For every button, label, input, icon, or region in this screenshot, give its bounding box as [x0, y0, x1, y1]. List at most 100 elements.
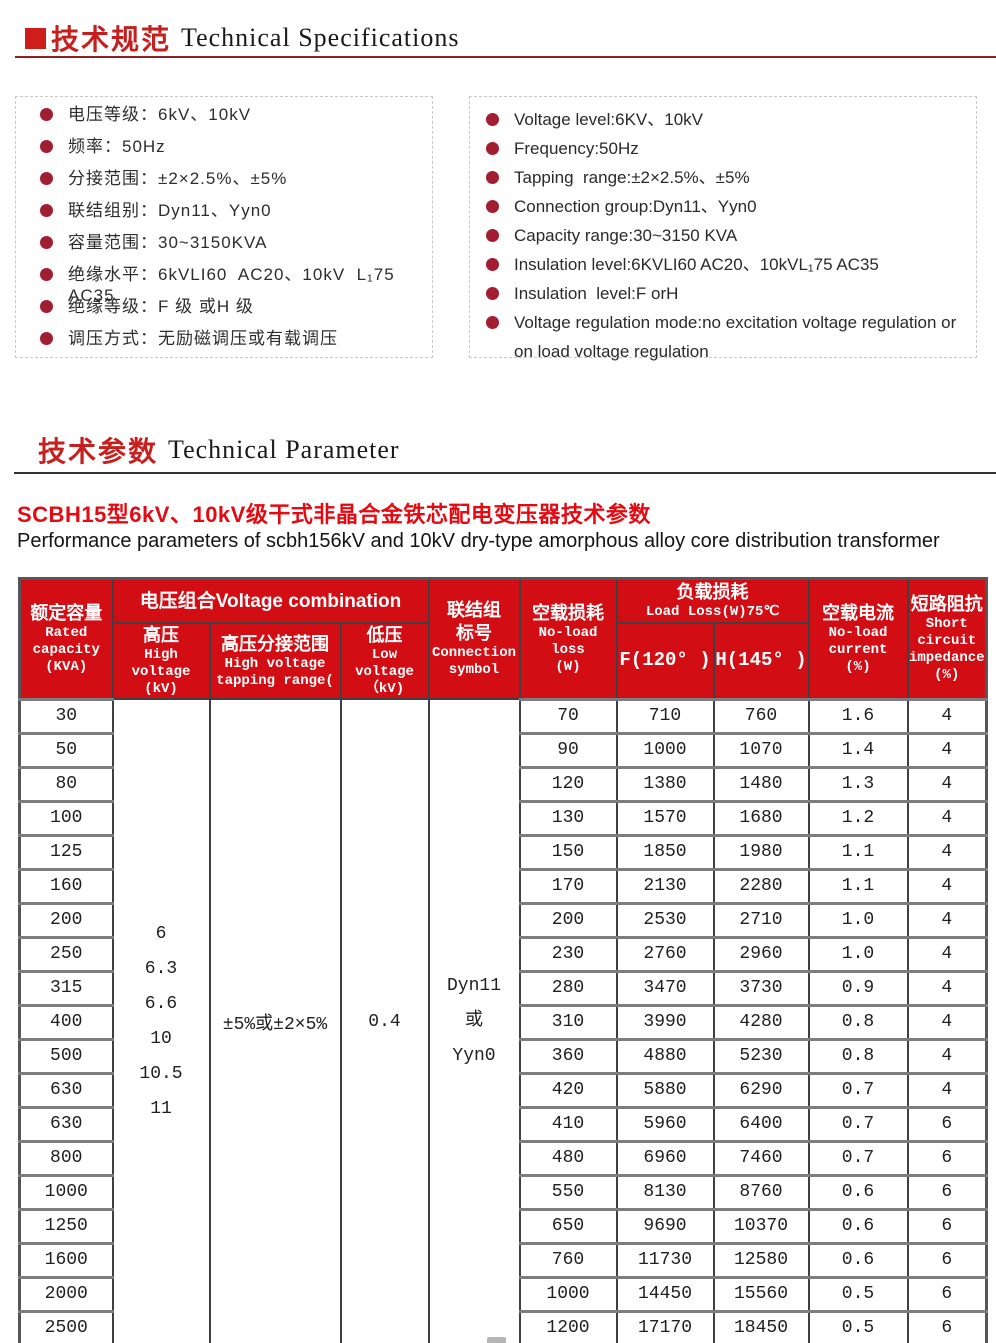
cell-rated-capacity: 125: [18, 833, 114, 871]
header-line: Low voltage: [355, 647, 414, 680]
bullet-text: 频率：50Hz: [68, 137, 166, 156]
cell-rated-capacity: 250: [18, 935, 114, 973]
bullet-dot-icon: [40, 268, 53, 281]
bullet-text: Voltage regulation mode:no excitation vo…: [514, 313, 962, 361]
cell-short-circuit-impedance: 4: [906, 765, 988, 803]
table-subtitle-zh: SCBH15型6kV、10kV级干式非晶合金铁芯配电变压器技术参数: [17, 502, 651, 527]
cell-short-circuit-impedance: 4: [906, 969, 988, 1007]
bullet-dot-icon: [486, 287, 499, 300]
cell-no-load-current: 0.5: [807, 1275, 909, 1313]
cell-short-circuit-impedance: 4: [906, 833, 988, 871]
cell-no-load-current: 0.6: [807, 1173, 909, 1211]
cell-rated-capacity: 315: [18, 969, 114, 1007]
connection-symbol-value: Dyn11: [446, 976, 501, 997]
high-voltage-value: 11: [150, 1098, 172, 1119]
cell-no-load-loss: 70: [518, 697, 618, 735]
header-line: tapping range(: [216, 672, 334, 689]
col-header-connection-symbol: 联结组 标号 Connection symbol: [427, 577, 521, 700]
cell-load-loss-h145: 12580: [712, 1241, 810, 1279]
cell-load-loss-h145: 1070: [712, 731, 810, 769]
header-line: Short circuit: [917, 616, 977, 650]
section1-title-en: Technical Specifications: [181, 23, 460, 52]
table-row: 1250 650 9690 10370 0.6 6: [18, 1207, 988, 1245]
cell-load-loss-h145: 6290: [712, 1071, 810, 1109]
cell-no-load-loss: 1200: [518, 1309, 618, 1343]
cell-no-load-loss: 420: [518, 1071, 618, 1109]
table-row: 160 170 2130 2280 1.1 4: [18, 867, 988, 905]
col-header-no-load-current: 空载电流 No-load current (%): [807, 577, 909, 700]
cell-rated-capacity: 630: [18, 1105, 114, 1143]
col-header-tapping-range: 高压分接范围 High voltage tapping range(: [208, 622, 342, 700]
spec-bullet-item: 频率：50Hz: [16, 136, 432, 168]
header-line: Connection: [431, 645, 516, 661]
header-line: (W): [555, 658, 581, 675]
table-row: 1600 760 11730 12580 0.6 6: [18, 1241, 988, 1279]
bullet-box-chinese: 电压等级：6kV、10kV 频率：50Hz 分接范围：±2×2.5%、±5% 联结组别…: [15, 96, 433, 358]
cell-load-loss-f120: 2530: [615, 901, 715, 939]
cell-load-loss-h145: 1980: [712, 833, 810, 871]
cell-rated-capacity: 630: [18, 1071, 114, 1109]
high-voltage-value: 6: [155, 923, 167, 944]
cell-no-load-current: 0.6: [807, 1241, 909, 1279]
header-line: impedance: [908, 650, 985, 667]
table-row: 250 230 2760 2960 1.0 4: [18, 935, 988, 973]
header-line: (%): [934, 667, 960, 684]
spec-bullet-item: Capacity range:30~3150 KVA: [470, 221, 976, 250]
section2-title-zh: 技术参数: [38, 436, 159, 467]
header-line: (kV): [144, 681, 178, 697]
spec-bullet-item: Tapping range:±2×2.5%、±5%: [470, 163, 976, 192]
cell-rated-capacity: 1600: [18, 1241, 114, 1279]
cell-load-loss-f120: 1570: [615, 799, 715, 837]
cell-load-loss-h145: 5230: [712, 1037, 810, 1075]
cell-load-loss-f120: 11730: [615, 1241, 715, 1279]
cell-load-loss-h145: 3730: [712, 969, 810, 1007]
table-row: 2000 1000 14450 15560 0.5 6: [18, 1275, 988, 1313]
cell-load-loss-f120: 710: [615, 697, 715, 735]
cell-no-load-loss: 550: [518, 1173, 618, 1211]
header-line: No-load: [538, 624, 598, 641]
cell-load-loss-f120: 1850: [615, 833, 715, 871]
cell-no-load-current: 1.6: [807, 697, 909, 735]
section1-divider: [15, 56, 996, 58]
cell-load-loss-f120: 17170: [615, 1309, 715, 1343]
header-line: 额定容量: [30, 602, 103, 623]
cell-load-loss-h145: 2710: [712, 901, 810, 939]
col-header-rated-capacity: 额定容量 Rated capacity (KVA): [18, 577, 114, 700]
spec-bullet-item: Insulation level:6KVLI60 AC20、10kVL₁75 A…: [470, 250, 976, 279]
cell-no-load-current: 1.3: [807, 765, 909, 803]
cell-short-circuit-impedance: 6: [906, 1207, 988, 1245]
cell-rated-capacity: 80: [18, 765, 114, 803]
cell-load-loss-f120: 4880: [615, 1037, 715, 1075]
header-line: 低压: [366, 625, 403, 645]
col-header-high-voltage: 高压 High voltage (kV): [111, 622, 211, 700]
bullet-dot-icon: [40, 300, 53, 313]
cell-load-loss-f120: 8130: [615, 1173, 715, 1211]
table-row: 80 120 1380 1480 1.3 4: [18, 765, 988, 803]
bullet-dot-icon: [486, 200, 499, 213]
cell-load-loss-f120: 9690: [615, 1207, 715, 1245]
col-header-short-circuit-impedance: 短路阻抗 Short circuit impedance (%): [906, 577, 988, 700]
header-line: Rated: [45, 624, 88, 641]
bullet-dot-icon: [486, 316, 499, 329]
cell-rated-capacity: 200: [18, 901, 114, 939]
header-line: Load Loss(W)75℃: [645, 604, 780, 620]
table-row: 315 280 3470 3730 0.9 4: [18, 969, 988, 1007]
cell-no-load-loss: 120: [518, 765, 618, 803]
connection-symbol-value: 或: [465, 1011, 483, 1032]
bullet-text: 调压方式：无励磁调压或有载调压: [68, 329, 338, 348]
cell-short-circuit-impedance: 4: [906, 1071, 988, 1109]
section1-header: 技术规范 Technical Specifications: [25, 18, 459, 58]
bullet-dot-icon: [486, 113, 499, 126]
spec-bullet-item: 电压等级：6kV、10kV: [16, 104, 432, 136]
spec-bullet-item: Connection group:Dyn11、Yyn0: [470, 192, 976, 221]
table-row: 500 360 4880 5230 0.8 4: [18, 1037, 988, 1075]
cell-rated-capacity: 30: [18, 697, 114, 735]
header-line: （kV): [364, 681, 405, 697]
cell-load-loss-f120: 5960: [615, 1105, 715, 1143]
cell-no-load-loss: 230: [518, 935, 618, 973]
bullet-dot-icon: [486, 171, 499, 184]
merged-cell-connection-symbol: Dyn11 或 Yyn0: [427, 698, 521, 1343]
cell-no-load-loss: 200: [518, 901, 618, 939]
col-header-low-voltage: 低压 Low voltage （kV): [339, 622, 430, 700]
cell-short-circuit-impedance: 6: [906, 1105, 988, 1143]
